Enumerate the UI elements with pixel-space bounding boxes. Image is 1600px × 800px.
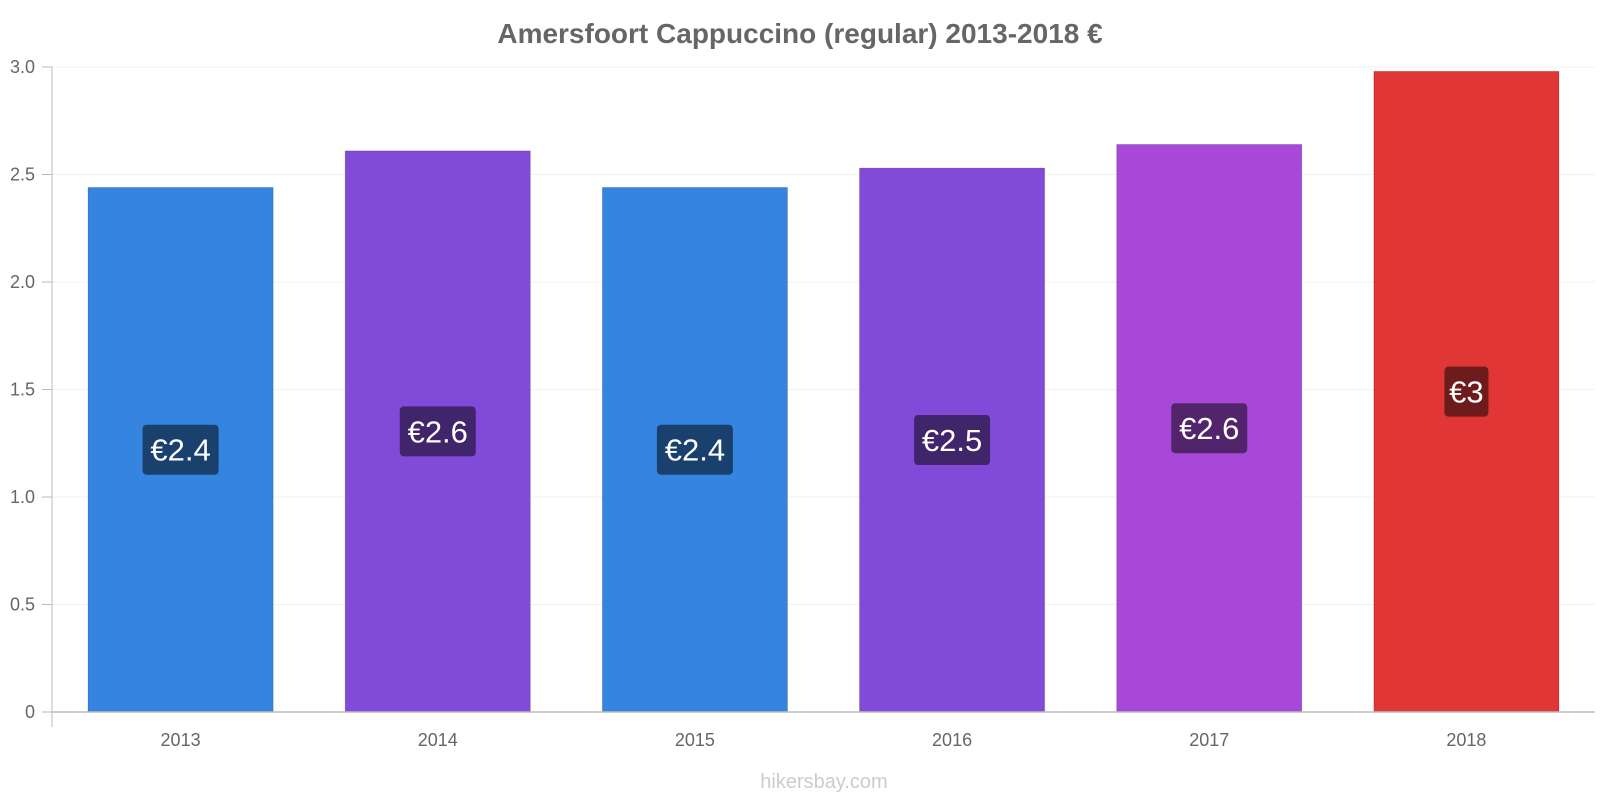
y-axis: 0 0.5 1.0 1.5 2.0 2.5 3.0 — [10, 57, 53, 727]
x-tick-label: 2018 — [1446, 730, 1486, 750]
data-label-bg — [914, 415, 991, 466]
y-tick-label: 2.5 — [10, 165, 35, 185]
grid-lines — [52, 66, 1595, 605]
data-label-bg — [1444, 366, 1489, 417]
y-tick-label: 0 — [25, 702, 35, 722]
x-tick-label: 2017 — [1189, 730, 1229, 750]
data-label-bg — [399, 406, 476, 457]
y-tick-label: 2.0 — [10, 272, 35, 292]
y-tick-label: 1.0 — [10, 487, 35, 507]
y-tick-label: 3.0 — [10, 57, 35, 77]
data-label: €2.4 — [665, 433, 725, 468]
data-labels: €2.4 €2.6 €2.4 €2.5 €2.6 €3 — [142, 366, 1489, 475]
data-label: €3 — [1449, 375, 1483, 410]
x-tick-label: 2015 — [675, 730, 715, 750]
chart-title: Amersfoort Cappuccino (regular) 2013-201… — [497, 18, 1103, 49]
y-tick-label: 0.5 — [10, 595, 35, 615]
data-label: €2.5 — [922, 423, 982, 458]
data-label: €2.6 — [1179, 411, 1239, 446]
data-label-bg — [142, 424, 219, 475]
x-tick-label: 2014 — [418, 730, 458, 750]
data-label-bg — [1171, 403, 1248, 454]
x-tick-label: 2013 — [161, 730, 201, 750]
bars — [87, 70, 1560, 713]
source-watermark: hikersbay.com — [760, 771, 887, 793]
y-tick-label: 1.5 — [10, 380, 35, 400]
data-label: €2.4 — [150, 433, 210, 468]
data-label: €2.6 — [408, 414, 468, 449]
x-axis: 2013 2014 2015 2016 2017 2018 — [52, 711, 1595, 750]
data-label-bg — [656, 424, 733, 475]
x-tick-label: 2016 — [932, 730, 972, 750]
